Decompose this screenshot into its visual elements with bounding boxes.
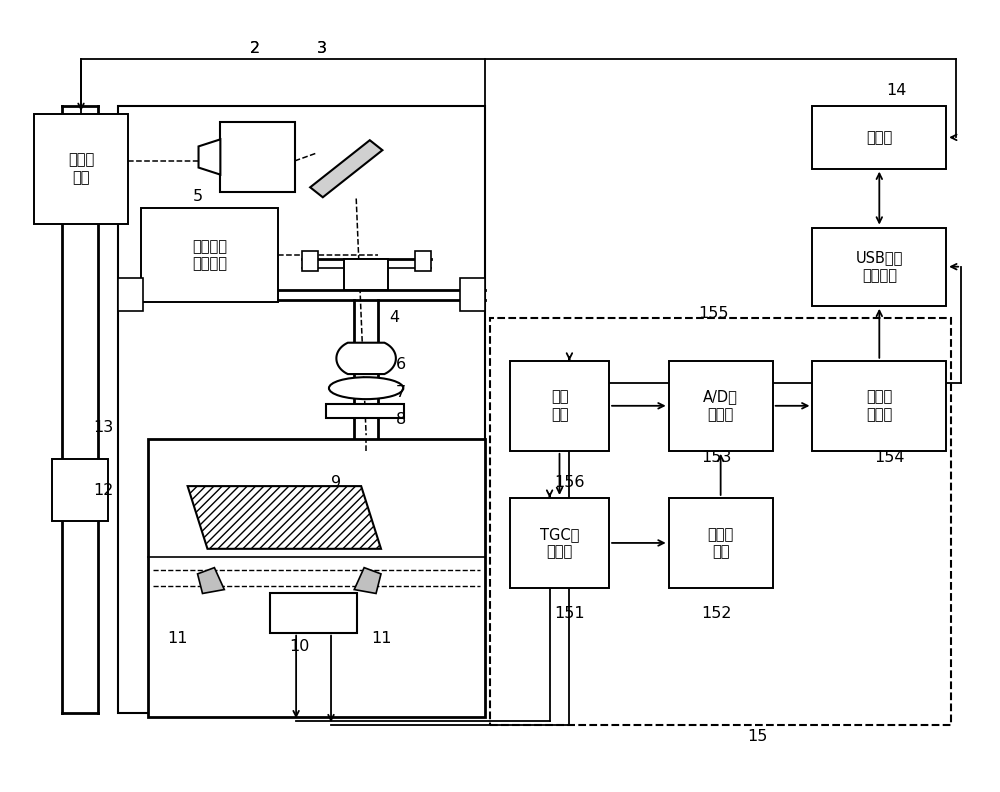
- FancyBboxPatch shape: [460, 279, 485, 311]
- FancyBboxPatch shape: [34, 114, 128, 223]
- Text: 7: 7: [396, 385, 406, 400]
- Text: 数据采
集电路: 数据采 集电路: [866, 390, 892, 422]
- FancyBboxPatch shape: [302, 251, 318, 271]
- FancyBboxPatch shape: [220, 122, 295, 192]
- Ellipse shape: [329, 377, 403, 399]
- Text: 156: 156: [554, 474, 585, 489]
- Text: 15: 15: [748, 729, 768, 744]
- Text: 脉冲激
光器: 脉冲激 光器: [68, 153, 94, 185]
- Text: 11: 11: [371, 631, 391, 646]
- Text: TGC放
大电路: TGC放 大电路: [540, 527, 579, 559]
- FancyBboxPatch shape: [510, 498, 609, 588]
- Text: 5: 5: [192, 188, 203, 204]
- FancyBboxPatch shape: [510, 360, 609, 451]
- Text: 4: 4: [389, 310, 399, 326]
- Polygon shape: [336, 343, 396, 374]
- Text: 13: 13: [93, 420, 113, 435]
- Text: 2: 2: [250, 41, 260, 56]
- Text: 6: 6: [396, 357, 406, 372]
- Text: 主控
电路: 主控 电路: [551, 390, 568, 422]
- FancyBboxPatch shape: [148, 439, 485, 718]
- Text: 8: 8: [396, 412, 406, 427]
- Text: 152: 152: [701, 607, 731, 622]
- Text: 10: 10: [289, 639, 310, 654]
- FancyBboxPatch shape: [669, 498, 773, 588]
- Polygon shape: [198, 568, 224, 593]
- Polygon shape: [188, 486, 381, 549]
- Text: 155: 155: [698, 307, 728, 322]
- Text: 153: 153: [701, 450, 731, 465]
- Polygon shape: [199, 139, 220, 174]
- FancyBboxPatch shape: [812, 360, 946, 451]
- Text: 3: 3: [317, 41, 327, 56]
- FancyBboxPatch shape: [118, 279, 143, 311]
- FancyBboxPatch shape: [669, 360, 773, 451]
- Text: 3: 3: [317, 41, 327, 56]
- FancyBboxPatch shape: [344, 259, 388, 290]
- Text: 14: 14: [886, 83, 907, 98]
- FancyBboxPatch shape: [415, 251, 431, 271]
- Text: 154: 154: [874, 450, 905, 465]
- Text: 计算机: 计算机: [866, 130, 892, 145]
- Text: 2: 2: [250, 41, 260, 56]
- FancyBboxPatch shape: [52, 459, 108, 521]
- Text: 12: 12: [93, 482, 114, 497]
- Text: 预滤波
电路: 预滤波 电路: [708, 527, 734, 559]
- Polygon shape: [310, 140, 382, 197]
- FancyBboxPatch shape: [270, 593, 357, 633]
- Text: 伺服电机
及驱动器: 伺服电机 及驱动器: [192, 238, 227, 271]
- Text: A/D采
样电路: A/D采 样电路: [703, 390, 738, 422]
- Text: 11: 11: [167, 631, 188, 646]
- Polygon shape: [354, 568, 381, 593]
- Text: 9: 9: [331, 474, 341, 489]
- FancyBboxPatch shape: [326, 404, 404, 418]
- Text: USB数据
传输电路: USB数据 传输电路: [856, 250, 903, 283]
- FancyBboxPatch shape: [812, 106, 946, 169]
- FancyBboxPatch shape: [812, 227, 946, 306]
- FancyBboxPatch shape: [141, 208, 278, 302]
- Text: 151: 151: [554, 607, 585, 622]
